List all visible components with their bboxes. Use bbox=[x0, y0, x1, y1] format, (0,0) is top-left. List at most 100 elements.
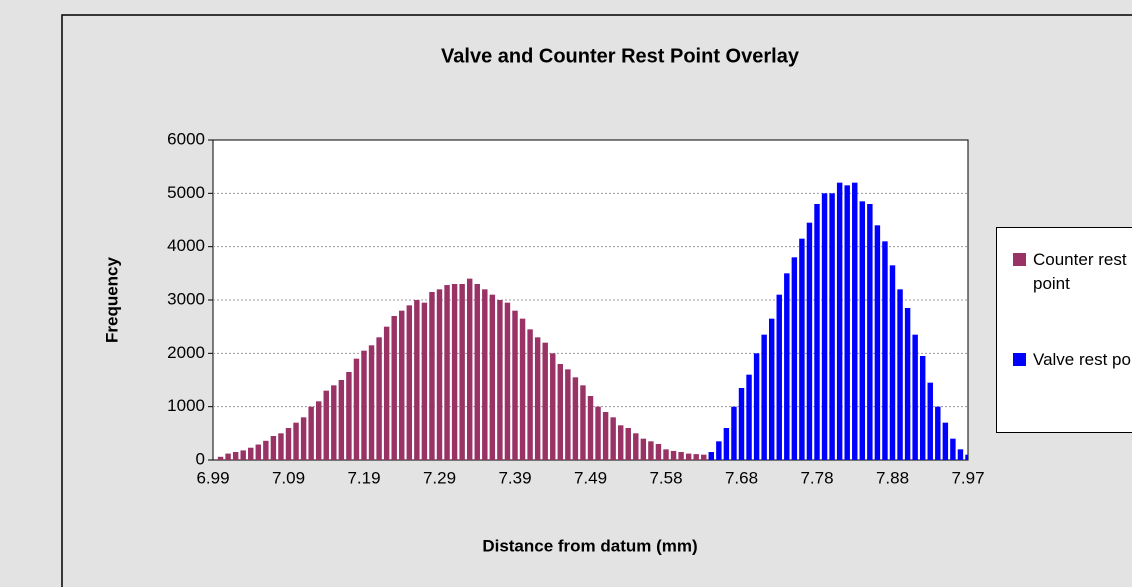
bar bbox=[519, 318, 526, 460]
bar bbox=[474, 284, 480, 460]
bar bbox=[768, 318, 775, 460]
bar bbox=[331, 385, 337, 460]
bar bbox=[919, 356, 926, 460]
bar bbox=[451, 284, 458, 460]
bar bbox=[708, 452, 715, 460]
bar bbox=[821, 193, 828, 461]
bar bbox=[232, 452, 239, 460]
bar bbox=[225, 453, 231, 460]
bar bbox=[414, 300, 420, 460]
x-tick-label: 7.09 bbox=[272, 468, 305, 487]
bar bbox=[950, 438, 956, 460]
bar bbox=[572, 377, 579, 460]
y-tick-label: 1000 bbox=[167, 396, 205, 415]
bar bbox=[859, 201, 866, 461]
bar bbox=[240, 450, 246, 460]
bar bbox=[617, 425, 624, 460]
bar bbox=[663, 449, 669, 460]
bar bbox=[315, 401, 322, 460]
bar bbox=[610, 417, 616, 460]
bar bbox=[799, 238, 805, 460]
bar bbox=[565, 369, 571, 460]
bar bbox=[323, 390, 329, 460]
bar bbox=[889, 265, 896, 460]
bar bbox=[633, 433, 639, 460]
bar bbox=[482, 289, 488, 460]
bar bbox=[504, 302, 511, 460]
legend-label: Valve rest point bbox=[1033, 350, 1132, 369]
bar bbox=[836, 182, 843, 460]
bar bbox=[399, 310, 405, 460]
bar bbox=[459, 284, 465, 460]
bar bbox=[557, 364, 564, 460]
legend-swatch bbox=[1013, 353, 1026, 366]
bar bbox=[338, 380, 345, 460]
bar bbox=[361, 350, 367, 460]
y-tick-label: 2000 bbox=[167, 343, 205, 362]
bar bbox=[957, 449, 964, 460]
bar bbox=[444, 285, 450, 460]
bar bbox=[497, 300, 503, 460]
bar bbox=[640, 438, 647, 460]
bar bbox=[791, 257, 798, 460]
bar bbox=[693, 454, 699, 460]
bar bbox=[912, 334, 918, 460]
bar bbox=[723, 428, 730, 460]
bar bbox=[701, 454, 707, 460]
bar bbox=[927, 382, 933, 460]
bar bbox=[776, 294, 782, 460]
y-tick-label: 5000 bbox=[167, 183, 205, 202]
y-tick-label: 4000 bbox=[167, 236, 205, 255]
bar bbox=[935, 406, 941, 460]
bar bbox=[874, 225, 881, 460]
bar bbox=[670, 450, 677, 460]
y-tick-label: 6000 bbox=[167, 129, 205, 148]
legend-entry: Counter rest point bbox=[1013, 248, 1132, 296]
bar bbox=[595, 406, 601, 460]
bar bbox=[602, 412, 609, 460]
x-axis-title: Distance from datum (mm) bbox=[482, 536, 697, 555]
bar bbox=[882, 241, 888, 460]
bar bbox=[391, 316, 397, 460]
x-tick-label: 7.58 bbox=[649, 468, 682, 487]
legend-swatch bbox=[1013, 253, 1026, 266]
bar bbox=[580, 385, 586, 460]
bar bbox=[784, 273, 790, 460]
x-tick-label: 7.78 bbox=[800, 468, 833, 487]
x-tick-label: 7.49 bbox=[574, 468, 607, 487]
bar bbox=[353, 358, 360, 460]
bar bbox=[270, 436, 277, 460]
bar bbox=[587, 396, 594, 460]
bar bbox=[542, 342, 548, 460]
bars bbox=[217, 182, 968, 461]
bar bbox=[278, 433, 284, 460]
x-tick-label: 7.19 bbox=[347, 468, 380, 487]
bar bbox=[285, 428, 292, 460]
bar bbox=[512, 310, 518, 460]
bar bbox=[965, 454, 968, 460]
y-tick-label: 3000 bbox=[167, 289, 205, 308]
bar bbox=[625, 428, 631, 460]
y-tick-label: 0 bbox=[196, 449, 205, 468]
bar bbox=[844, 185, 850, 461]
bar bbox=[761, 334, 767, 460]
bar bbox=[753, 353, 760, 460]
bar bbox=[368, 345, 375, 460]
bar bbox=[550, 353, 556, 460]
bar bbox=[489, 294, 496, 460]
bar bbox=[534, 337, 541, 460]
bar bbox=[217, 456, 224, 460]
bar bbox=[383, 326, 390, 460]
bar bbox=[814, 204, 820, 460]
bar bbox=[527, 329, 533, 460]
legend-entry: Valve rest point bbox=[1013, 348, 1132, 372]
bar bbox=[248, 447, 254, 460]
bar bbox=[806, 222, 813, 460]
bar bbox=[731, 406, 737, 460]
x-tick-label: 7.29 bbox=[423, 468, 456, 487]
bar bbox=[466, 278, 473, 460]
bar bbox=[904, 308, 911, 460]
bar bbox=[293, 422, 299, 460]
bar bbox=[738, 388, 745, 460]
